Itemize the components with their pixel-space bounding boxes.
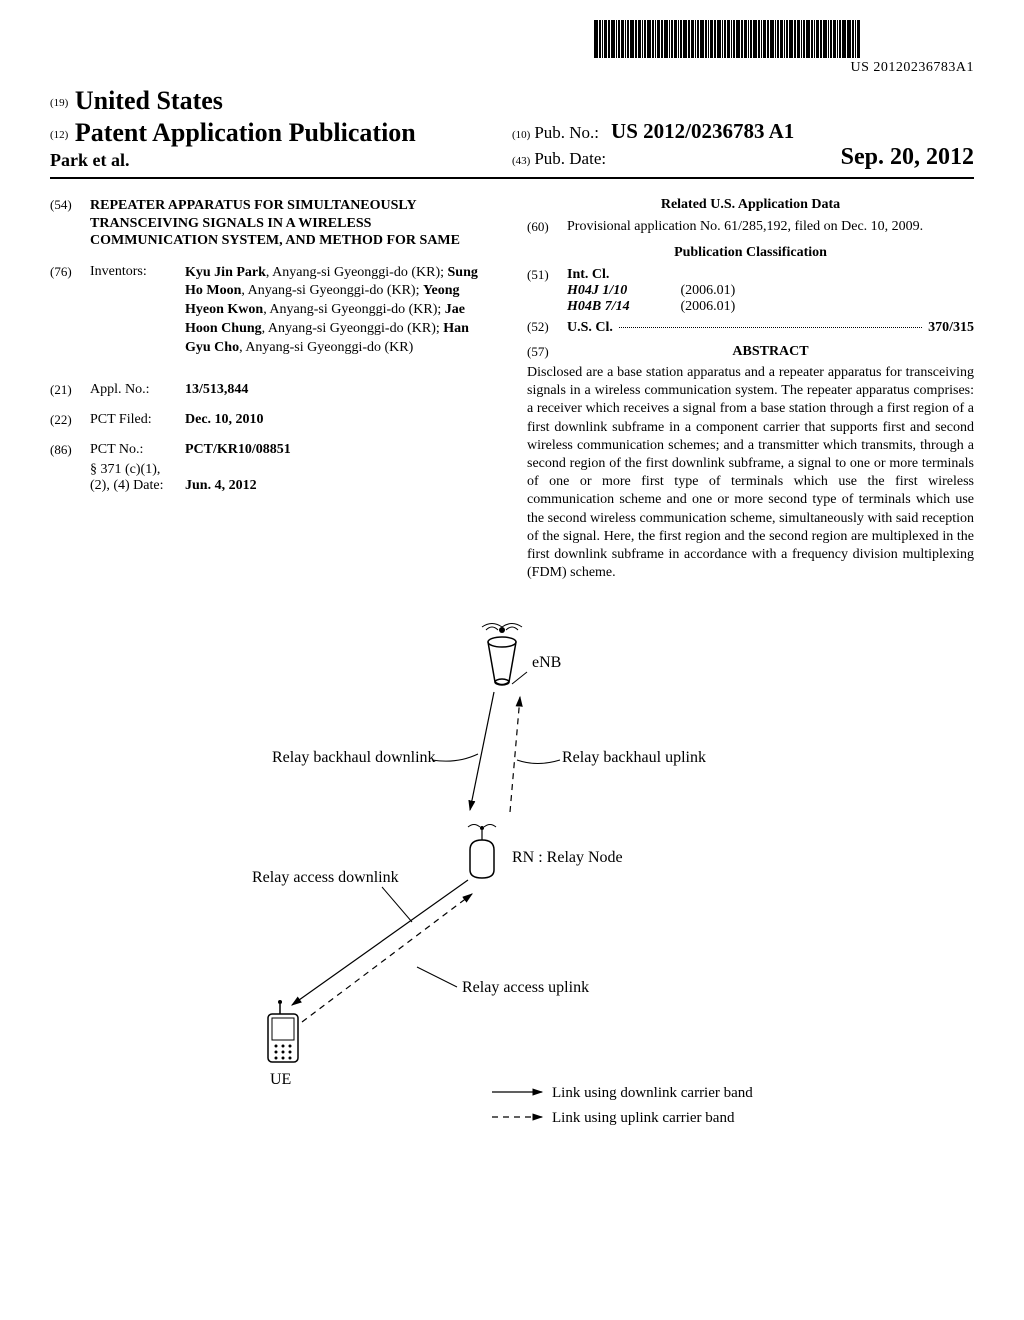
ue-icon: [268, 1000, 298, 1062]
intcl-label: Int. Cl.: [567, 267, 735, 283]
abstract-heading: ABSTRACT: [567, 344, 974, 360]
pubdate-label: Pub. Date:: [534, 149, 606, 169]
applno-label: Appl. No.:: [90, 382, 185, 398]
header: (19) United States (12) Patent Applicati…: [50, 86, 974, 179]
pctfiled-label: PCT Filed:: [90, 412, 185, 428]
inventor-loc: Anyang-si Gyeonggi-do (KR): [268, 321, 436, 336]
pctno: PCT/KR10/08851: [185, 442, 497, 458]
pubtype: Patent Application Publication: [75, 118, 416, 147]
inid-uscl: (52): [527, 319, 567, 335]
pubdate: Sep. 20, 2012: [841, 144, 974, 171]
inid-intcl: (51): [527, 267, 567, 315]
pubno-label: Pub. No.:: [534, 123, 599, 143]
inid-title: (54): [50, 197, 90, 250]
figure: eNB Relay backhaul downlink Relay backha…: [202, 612, 822, 1157]
inventors-label: Inventors:: [90, 264, 185, 358]
inid-inventors: (76): [50, 264, 90, 358]
intcl-code: H04J 1/10: [567, 283, 677, 299]
inid-pubtype: (12): [50, 129, 68, 141]
inventor-name: Kyu Jin Park: [185, 265, 266, 280]
intcl-ver: (2006.01): [681, 299, 736, 314]
author-line: Park et al.: [50, 150, 512, 171]
pctfiled: Dec. 10, 2010: [185, 412, 497, 428]
intcl-ver: (2006.01): [681, 283, 736, 298]
country: United States: [75, 86, 223, 115]
barcode: [594, 20, 974, 58]
inventor-loc: Anyang-si Gyeonggi-do (KR): [269, 302, 437, 317]
prov-text: Provisional application No. 61/285,192, …: [567, 219, 974, 235]
pubno: US 2012/0236783 A1: [611, 119, 794, 144]
left-column: (54) REPEATER APPARATUS FOR SIMULTANEOUS…: [50, 197, 497, 582]
legend-ul: Link using uplink carrier band: [552, 1110, 735, 1126]
right-column: Related U.S. Application Data (60) Provi…: [527, 197, 974, 582]
pubclass-heading: Publication Classification: [527, 245, 974, 261]
relay-node-icon: [468, 825, 496, 879]
backhaul-dl-label: Relay backhaul downlink: [272, 749, 436, 766]
uscl-dots: [619, 327, 922, 328]
s371-label2: (2), (4) Date:: [90, 478, 185, 494]
inventors-block: Kyu Jin Park, Anyang-si Gyeonggi-do (KR)…: [185, 264, 497, 358]
inid-applno: (21): [50, 382, 90, 398]
access-ul-label: Relay access uplink: [462, 979, 589, 996]
applno: 13/513,844: [185, 382, 497, 398]
uscl-value: 370/315: [928, 320, 974, 336]
uscl-label: U.S. Cl.: [567, 320, 613, 336]
pctno-label: PCT No.:: [90, 442, 185, 458]
enb-icon: [482, 624, 522, 686]
rn-label: RN : Relay Node: [512, 849, 623, 866]
inid-pubno: (10): [512, 129, 530, 141]
s371-date: Jun. 4, 2012: [185, 478, 497, 494]
inventor-loc: Anyang-si Gyeonggi-do (KR): [245, 340, 413, 355]
enb-label: eNB: [532, 654, 561, 671]
related-heading: Related U.S. Application Data: [527, 197, 974, 213]
inventor-loc: Anyang-si Gyeonggi-do (KR): [248, 283, 416, 298]
backhaul-ul-label: Relay backhaul uplink: [562, 749, 706, 766]
inid-pctno: (86): [50, 442, 90, 458]
title: REPEATER APPARATUS FOR SIMULTANEOUSLY TR…: [90, 197, 497, 250]
abstract-text: Disclosed are a base station apparatus a…: [527, 364, 974, 582]
barcode-pubno: US 20120236783A1: [594, 60, 974, 76]
inid-country: (19): [50, 97, 68, 109]
ue-label: UE: [270, 1071, 291, 1088]
s371-label1: § 371 (c)(1),: [90, 462, 160, 478]
inventor-loc: Anyang-si Gyeonggi-do (KR): [272, 265, 440, 280]
intcl-code: H04B 7/14: [567, 299, 677, 315]
legend-dl: Link using downlink carrier band: [552, 1085, 753, 1101]
inid-abstract: (57): [527, 344, 567, 364]
inid-prov: (60): [527, 219, 567, 235]
access-dl-label: Relay access downlink: [252, 869, 399, 886]
inid-pubdate: (43): [512, 155, 530, 167]
inid-pctfiled: (22): [50, 412, 90, 428]
